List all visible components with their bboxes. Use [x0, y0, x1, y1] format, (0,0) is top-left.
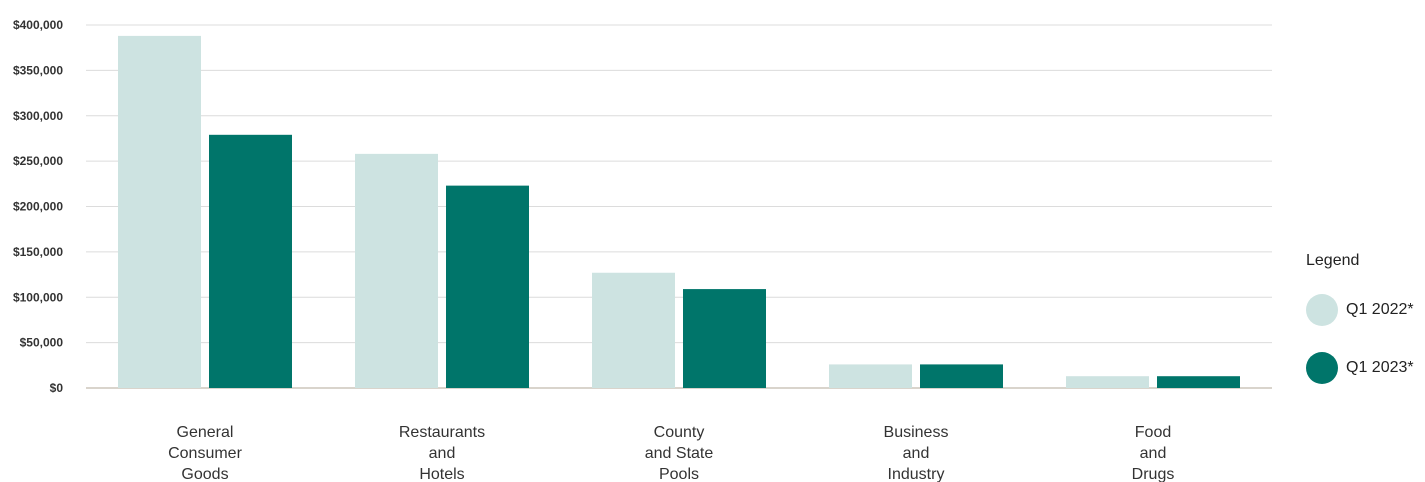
- legend-label-q1-2022: Q1 2022*: [1346, 301, 1414, 318]
- y-tick-label: $300,000: [13, 109, 63, 123]
- y-tick-label: $350,000: [13, 63, 63, 77]
- bar-q1-2022: [592, 272, 675, 388]
- legend: Legend Q1 2022* Q1 2023*: [1306, 252, 1425, 410]
- bar-q1-2022: [1066, 376, 1149, 388]
- x-category-label: Pools: [659, 466, 699, 482]
- x-category-label: and: [429, 445, 456, 462]
- y-tick-label: $400,000: [13, 18, 63, 32]
- x-category-label: Business: [884, 424, 949, 441]
- legend-item-q1-2023: Q1 2023*: [1306, 352, 1425, 384]
- legend-item-q1-2022: Q1 2022*: [1306, 294, 1425, 326]
- bar-q1-2023: [920, 364, 1003, 388]
- bar-q1-2022: [118, 35, 201, 388]
- y-tick-label: $100,000: [13, 290, 63, 304]
- x-category-label: Industry: [888, 466, 945, 482]
- x-category-label: and State: [645, 445, 714, 462]
- x-category-label: and: [903, 445, 930, 462]
- y-tick-label: $50,000: [20, 336, 64, 350]
- x-category-label: Hotels: [419, 466, 464, 482]
- bar-q1-2023: [1157, 376, 1240, 388]
- legend-swatch-q1-2022: [1306, 294, 1338, 326]
- bar-q1-2023: [683, 289, 766, 388]
- y-tick-label: $200,000: [13, 200, 63, 214]
- legend-swatch-q1-2023: [1306, 352, 1338, 384]
- bar-chart: $0 $50,000 $100,000 $150,000 $200,000 $250,00…: [13, 18, 1272, 482]
- bar-q1-2023: [446, 185, 529, 388]
- x-category-label: Consumer: [168, 445, 242, 462]
- x-category-label: Restaurants: [399, 424, 485, 441]
- x-category-label: County: [654, 424, 705, 441]
- legend-label-q1-2023: Q1 2023*: [1346, 359, 1414, 376]
- y-tick-label: $150,000: [13, 245, 63, 259]
- x-category-label: Goods: [181, 466, 228, 482]
- y-axis-tick-labels: $0 $50,000 $100,000 $150,000 $200,000 $250,00…: [13, 18, 63, 395]
- x-category-label: Drugs: [1132, 466, 1175, 482]
- x-category-label: Food: [1135, 424, 1171, 441]
- x-category-label: and: [1140, 445, 1167, 462]
- x-axis-category-labels: General Consumer Goods Restaurants and Hotels…: [168, 424, 1174, 482]
- bar-q1-2023: [209, 134, 292, 388]
- x-category-label: General: [177, 424, 234, 441]
- legend-title: Legend: [1306, 252, 1360, 269]
- bars: [118, 35, 1240, 388]
- bar-q1-2022: [829, 364, 912, 388]
- bar-q1-2022: [355, 153, 438, 388]
- y-tick-label: $250,000: [13, 154, 63, 168]
- y-tick-label: $0: [50, 381, 64, 395]
